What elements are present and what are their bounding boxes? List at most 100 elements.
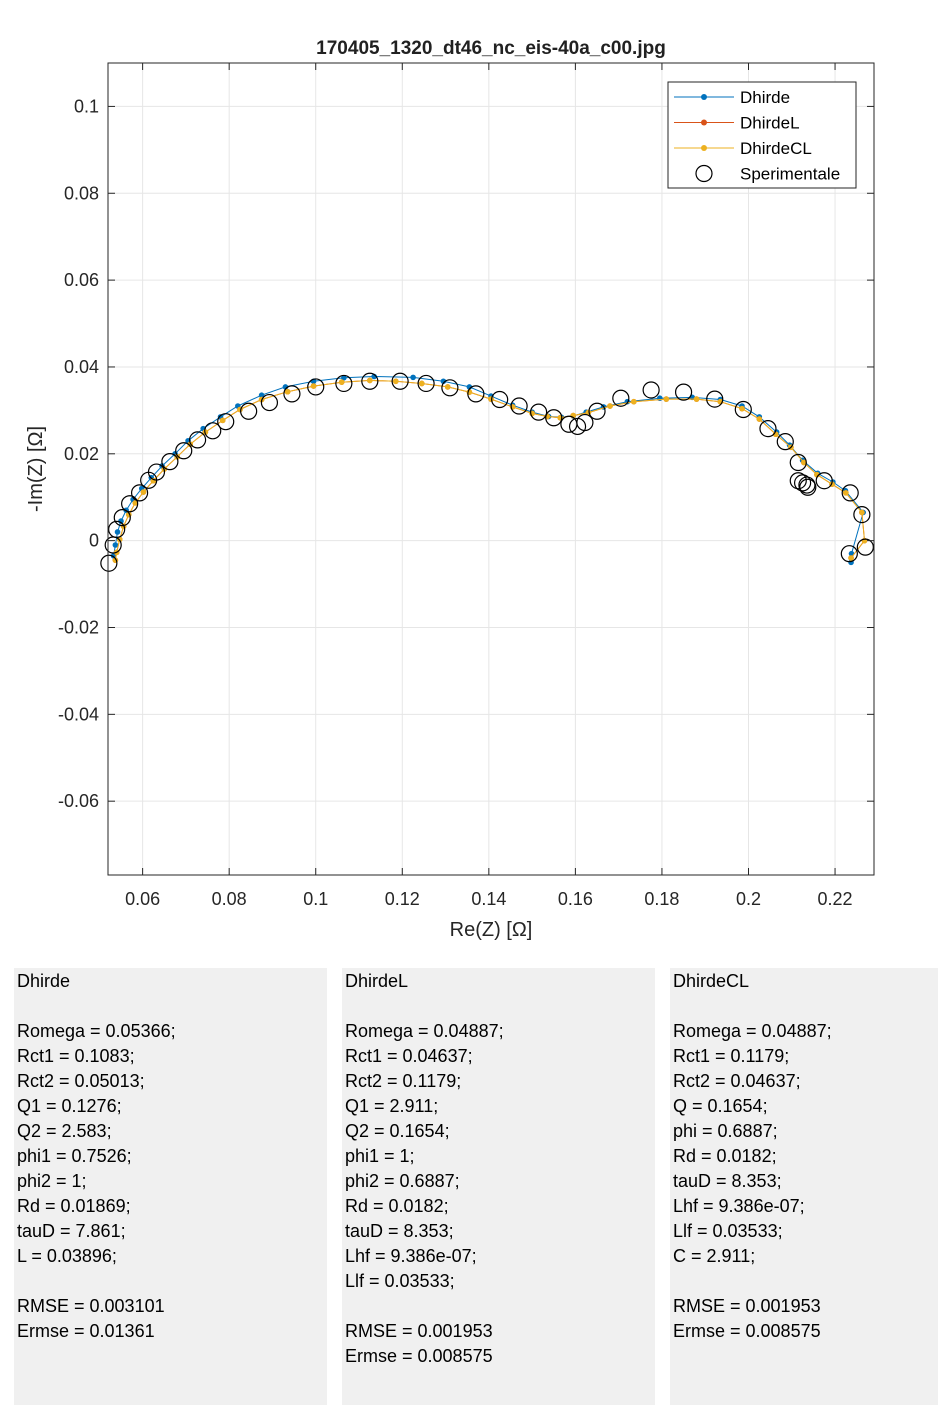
fit-parameters-panel-dhirde: Dhirde Romega = 0.05366; Rct1 = 0.1083; Rc… bbox=[14, 968, 327, 1405]
panel-line: tauD = 8.353; bbox=[345, 1221, 454, 1241]
x-tick-label: 0.08 bbox=[212, 889, 247, 909]
series-dhirdel bbox=[112, 377, 868, 563]
data-point-sperimentale bbox=[840, 545, 858, 563]
panel-line: RMSE = 0.001953 bbox=[345, 1321, 493, 1341]
data-point-dhirdecl bbox=[444, 384, 451, 390]
panel-line: Llf = 0.03533; bbox=[673, 1221, 783, 1241]
data-point-sperimentale bbox=[568, 417, 587, 436]
legend-marker-dhirdecl bbox=[701, 145, 707, 151]
panel-title: DhirdeCL bbox=[673, 971, 750, 991]
data-point-sperimentale bbox=[706, 390, 724, 408]
data-point-dhirdecl bbox=[488, 396, 494, 402]
data-point-dhirdecl bbox=[859, 509, 865, 516]
data-point-sperimentale bbox=[856, 538, 874, 556]
data-point-sperimentale bbox=[417, 374, 435, 393]
data-point-sperimentale bbox=[121, 495, 139, 513]
grid bbox=[108, 63, 874, 875]
data-point-sperimentale bbox=[491, 390, 509, 409]
panel-line: phi = 0.6887; bbox=[673, 1121, 778, 1141]
data-point-sperimentale bbox=[175, 442, 193, 460]
x-axis-label: Re(Z) [Ω] bbox=[450, 919, 533, 941]
panel-line: phi2 = 1; bbox=[17, 1171, 87, 1191]
data-point-sperimentale bbox=[130, 484, 149, 502]
panel-line: Ermse = 0.008575 bbox=[345, 1346, 493, 1366]
panel-line: Llf = 0.03533; bbox=[345, 1271, 455, 1291]
legend: Dhirde DhirdeL DhirdeCL Sperimentale bbox=[667, 81, 857, 189]
panel-line: Rd = 0.01869; bbox=[17, 1196, 131, 1216]
data-point-sperimentale bbox=[789, 472, 807, 490]
tick-labels: 0.06 0.08 0.1 0.12 0.14 0.16 0.18 0.2 0.22 0.1 0.0… bbox=[58, 63, 874, 909]
y-tick-label: 0.06 bbox=[64, 270, 99, 290]
legend-marker-sperimentale bbox=[695, 164, 713, 183]
nyquist-chart: 170405_1320_dt46_nc_eis-40a_c00.jpg 0.06… bbox=[25, 38, 875, 941]
panel-line: C = 2.911; bbox=[673, 1246, 756, 1266]
data-point-sperimentale bbox=[588, 402, 606, 420]
data-point-sperimentale bbox=[545, 409, 563, 427]
x-tick-label: 0.12 bbox=[385, 889, 420, 909]
data-point-dhirdecl bbox=[338, 379, 345, 385]
panel-line: Ermse = 0.008575 bbox=[673, 1321, 821, 1341]
data-point-dhirdecl bbox=[756, 416, 763, 422]
data-point-sperimentale bbox=[815, 472, 833, 490]
y-tick-label: 0.1 bbox=[74, 96, 99, 116]
data-point-dhirde bbox=[440, 378, 447, 385]
data-point-dhirde bbox=[114, 529, 121, 535]
data-point-sperimentale bbox=[441, 379, 459, 397]
data-point-sperimentale bbox=[841, 484, 859, 502]
panel-line: Rct2 = 0.05013; bbox=[17, 1071, 145, 1091]
panel-line: Rct1 = 0.1083; bbox=[17, 1046, 135, 1066]
data-point-sperimentale bbox=[759, 420, 777, 438]
data-point-sperimentale bbox=[560, 415, 578, 433]
panel-line: Rct1 = 0.04637; bbox=[345, 1046, 473, 1066]
data-point-sperimentale bbox=[283, 385, 301, 403]
fit-parameters-panel-dhirdel: DhirdeL Romega = 0.04887; Rct1 = 0.04637;… bbox=[342, 968, 655, 1405]
data-point-dhirdecl bbox=[843, 490, 849, 496]
data-point-dhirdecl bbox=[607, 403, 613, 409]
panel-line: L = 0.03896; bbox=[17, 1246, 117, 1266]
legend-marker-dhirde bbox=[701, 94, 707, 100]
panel-line: tauD = 7.861; bbox=[17, 1221, 126, 1241]
data-point-dhirdecl bbox=[663, 396, 670, 402]
legend-label-dhirde: Dhirde bbox=[740, 88, 790, 107]
y-tick-label: 0.08 bbox=[64, 183, 99, 203]
panel-line: Q1 = 0.1276; bbox=[17, 1096, 122, 1116]
legend-label-dhirdel: DhirdeL bbox=[740, 114, 800, 133]
x-tick-label: 0.06 bbox=[125, 889, 160, 909]
series-line-dhirdecl bbox=[114, 379, 866, 561]
y-tick-label: -0.04 bbox=[58, 704, 99, 724]
panel-line: Rct2 = 0.04637; bbox=[673, 1071, 801, 1091]
panel-title: Dhirde bbox=[17, 971, 71, 991]
data-point-dhirdecl bbox=[739, 405, 745, 412]
data-point-sperimentale bbox=[140, 471, 158, 489]
panel-line: Rct2 = 0.1179; bbox=[345, 1071, 462, 1091]
data-point-sperimentale bbox=[776, 433, 794, 451]
data-point-dhirdecl bbox=[284, 388, 291, 395]
data-point-sperimentale bbox=[530, 403, 548, 421]
legend-marker-dhirdel bbox=[701, 119, 707, 126]
fit-parameters-panel-dhirdecl: DhirdeCL Romega = 0.04887; Rct1 = 0.1179;… bbox=[670, 968, 938, 1405]
data-point-dhirdecl bbox=[801, 459, 807, 466]
panel-line: Q2 = 2.583; bbox=[17, 1121, 112, 1141]
plot-area-border bbox=[107, 62, 875, 876]
x-tick-label: 0.2 bbox=[736, 889, 761, 909]
data-point-sperimentale bbox=[188, 431, 207, 449]
series-line-dhirdel bbox=[114, 379, 866, 561]
data-point-sperimentale bbox=[789, 453, 807, 472]
data-point-sperimentale bbox=[217, 413, 235, 431]
data-point-dhirdecl bbox=[693, 396, 700, 402]
data-point-dhirdecl bbox=[848, 555, 854, 561]
x-tick-label: 0.14 bbox=[471, 889, 506, 909]
chart-title: 170405_1320_dt46_nc_eis-40a_c00.jpg bbox=[316, 38, 666, 59]
data-point-dhirdecl bbox=[132, 500, 139, 506]
legend-label-sperimentale: Sperimentale bbox=[740, 165, 840, 184]
series-layer bbox=[100, 372, 874, 572]
x-tick-label: 0.22 bbox=[818, 889, 853, 909]
panel-line: tauD = 8.353; bbox=[673, 1171, 782, 1191]
panel-line: Rd = 0.0182; bbox=[345, 1196, 449, 1216]
data-point-sperimentale bbox=[161, 453, 179, 471]
data-point-sperimentale bbox=[361, 372, 379, 390]
x-tick-label: 0.18 bbox=[644, 889, 679, 909]
data-point-sperimentale bbox=[100, 554, 118, 572]
data-point-sperimentale bbox=[510, 397, 528, 415]
data-point-sperimentale bbox=[467, 385, 485, 403]
